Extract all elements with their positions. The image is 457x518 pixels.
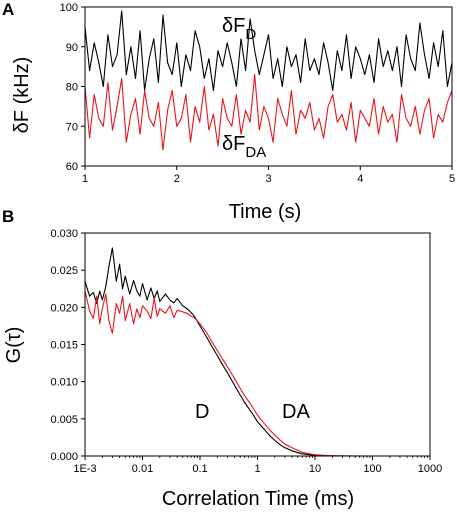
panel-b-y-tick-label: 0.000 (50, 451, 78, 463)
panel-b-y-tick-label: 0.015 (50, 340, 78, 352)
panel-a-series-d-line (84, 10, 453, 92)
panel-b-x-tick-label: 1 (254, 463, 260, 475)
annotation-fret-base: δF (222, 133, 245, 155)
panel-b-y-axis-title: G(τ) (3, 327, 25, 364)
panel-a-x-tick-label: 1 (82, 173, 88, 185)
panel-b-plot-area: 1E-3 0.01 0.1 1 10 100 1000 0.000 0.005 0.010 0.01… (50, 228, 442, 475)
panel-a-x-axis-title: Time (s) (229, 201, 302, 223)
panel-b-x-tick-label: 100 (363, 463, 381, 475)
panel-a-y-axis-title: δF (kHz) (11, 57, 33, 134)
panel-b-y-tick-label: 0.030 (50, 228, 78, 240)
panel-b-annotation-da: DA (282, 401, 310, 423)
panel-b-y-tick-label: 0.005 (50, 414, 78, 426)
panel-b-series-da-line (84, 290, 430, 457)
annotation-fret-sub: DA (245, 144, 266, 161)
panel-a-y-tick-label: 60 (66, 161, 78, 173)
panel-b-annotation-d: D (195, 401, 209, 423)
panel-b-x-tick-label: 0.1 (192, 463, 207, 475)
annotation-donor-base: δF (222, 15, 245, 37)
panel-a-y-tick-label: 100 (60, 2, 78, 14)
annotation-donor-sub: D (245, 26, 256, 43)
panel-a-y-tick-label: 90 (66, 42, 78, 54)
panel-label-a: A (2, 0, 14, 19)
panel-a-x-tick-label: 5 (449, 173, 455, 185)
panel-a-y-tick-label: 80 (66, 82, 78, 94)
panel-b-series-d-line (84, 247, 430, 457)
panel-a-annotation-fret: δFDA (222, 133, 266, 161)
panel-label-b: B (2, 207, 14, 226)
panel-b-x-tick-label: 1E-3 (73, 463, 96, 475)
panel-b-y-tick-label: 0.010 (50, 377, 78, 389)
panel-a-plot-area: 1 2 3 4 5 60 70 80 90 100 (60, 2, 455, 185)
panel-a-x-tick-label: 4 (357, 173, 363, 185)
panel-a-x-tick-label: 3 (265, 173, 271, 185)
panel-a-annotation-donor: δFD (222, 15, 256, 43)
panel-b: B 1E-3 0.01 0.1 1 10 100 1000 0.000 0.005 0.010 0.… (2, 207, 442, 510)
panel-b-y-tick-label: 0.025 (50, 265, 78, 277)
panel-a-y-tick-label: 70 (66, 121, 78, 133)
panel-a-x-tick-label: 2 (174, 173, 180, 185)
panel-b-x-tick-label: 10 (309, 463, 321, 475)
panel-b-x-tick-label: 0.01 (132, 463, 153, 475)
panel-a-series-da-line (84, 74, 453, 151)
panel-b-x-tick-label: 1000 (418, 463, 442, 475)
panel-b-y-tick-label: 0.020 (50, 302, 78, 314)
panel-b-x-axis-title: Correlation Time (ms) (162, 488, 354, 510)
